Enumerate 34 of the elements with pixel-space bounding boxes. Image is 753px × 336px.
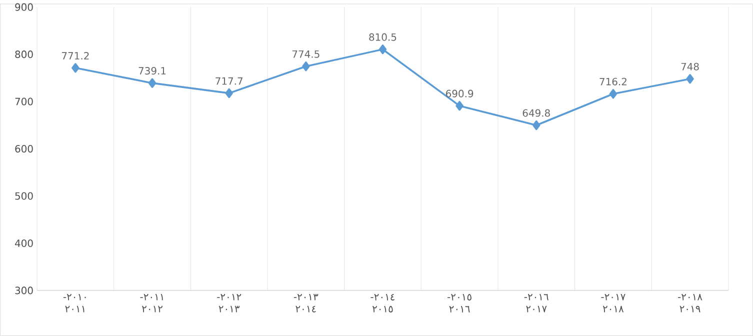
- x-tick-label: -٢٠١٠ ٢٠١١: [63, 294, 86, 312]
- y-tick-label: 800: [15, 50, 33, 58]
- x-tick-label: -٢٠١٥ ٢٠١٦: [448, 294, 472, 312]
- x-tick-label: -٢٠١٧ ٢٠١٨: [601, 294, 626, 312]
- point: [72, 63, 80, 73]
- data-label: 649.8: [522, 109, 550, 117]
- x-tick-label: -٢٠١٦ ٢٠١٧: [524, 294, 548, 312]
- point: [609, 89, 618, 99]
- data-label: 690.9: [446, 90, 474, 98]
- y-tick-label: 600: [15, 144, 33, 153]
- point: [148, 78, 156, 88]
- y-tick-label: 500: [15, 192, 33, 200]
- point: [456, 100, 464, 111]
- x-tick-label: -٢٠١١ ٢٠١٢: [140, 294, 163, 312]
- y-tick-label: 700: [15, 98, 33, 106]
- data-label: 810.5: [369, 33, 396, 41]
- point: [302, 61, 310, 72]
- data-label: 739.1: [138, 67, 166, 75]
- point: [378, 44, 387, 54]
- data-label: 748: [681, 62, 699, 70]
- x-tick-label: -٢٠١٨ ٢٠١٩: [678, 294, 702, 312]
- data-label: 716.2: [600, 78, 626, 86]
- data-label: 774.5: [292, 50, 320, 58]
- y-tick-label: 300: [15, 286, 33, 294]
- point: [225, 88, 233, 98]
- x-tick-label: -٢٠١٢ ٢٠١٣: [217, 294, 242, 312]
- point: [532, 120, 540, 130]
- x-tick-label: -٢٠١٣ ٢٠١٤: [294, 294, 318, 312]
- y-tick-label: 900: [15, 3, 33, 11]
- y-tick-label: 400: [14, 239, 33, 247]
- point: [686, 74, 694, 84]
- data-label: 771.2: [62, 52, 89, 60]
- data-label: 717.7: [216, 77, 242, 85]
- x-tick-label: -٢٠١٤ ٢٠١٥: [370, 294, 394, 312]
